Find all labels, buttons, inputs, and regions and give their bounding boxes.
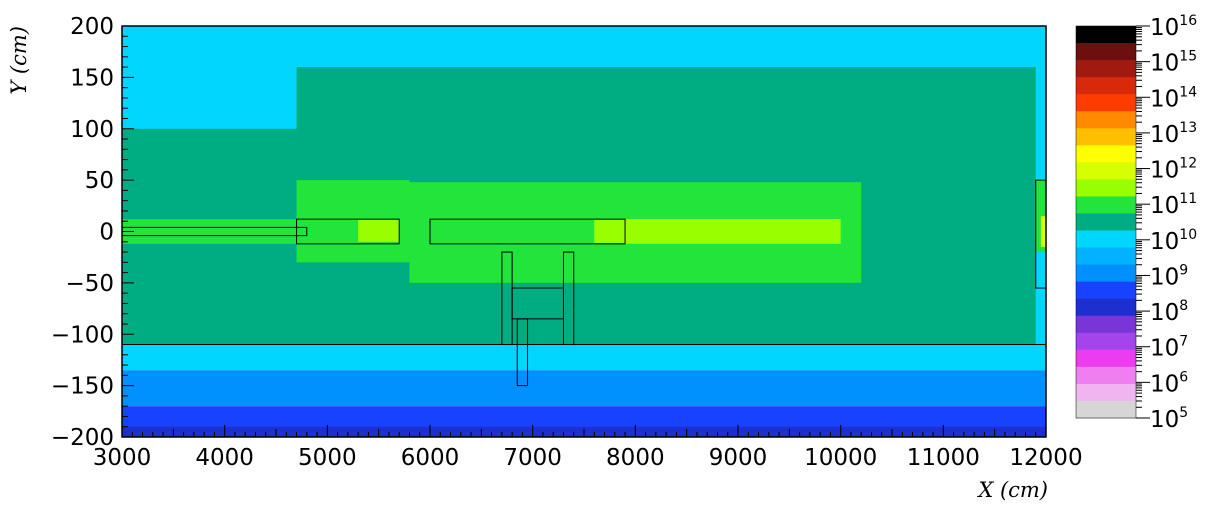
colorbar-label: 1010 — [1150, 227, 1197, 255]
x-tick-label: 10000 — [804, 445, 877, 471]
colorbar-label: 1012 — [1150, 156, 1197, 184]
colorbar-label: 109 — [1150, 262, 1188, 290]
colorbar-swatch — [1076, 264, 1136, 283]
region-hot-pipe — [594, 219, 841, 244]
y-tick-label: 200 — [70, 14, 114, 40]
x-axis-title: X (cm) — [976, 478, 1048, 502]
colorbar-label-exponent: 12 — [1179, 156, 1197, 172]
colorbar-swatch — [1076, 400, 1136, 419]
outline-decay-pipe — [429, 218, 626, 245]
colorbar-label: 1013 — [1150, 120, 1197, 148]
colorbar-swatch — [1076, 332, 1136, 351]
x-tick-label: 5000 — [298, 445, 357, 471]
colorbar-label-exponent: 8 — [1179, 298, 1188, 314]
x-tick-label: 7000 — [503, 445, 562, 471]
colorbar-swatch — [1076, 196, 1136, 214]
colorbar-swatch — [1076, 298, 1136, 317]
colorbar-label-exponent: 9 — [1179, 262, 1188, 278]
colorbar-label: 1015 — [1150, 49, 1197, 77]
x-tick-label: 8000 — [606, 445, 665, 471]
region-hot-target — [358, 219, 400, 242]
colorbar: 1016101510141013101210111010109108107106… — [1075, 13, 1197, 433]
y-tick-label: −50 — [65, 271, 114, 297]
colorbar-swatch — [1076, 315, 1136, 334]
y-axis: 200 150 100 50 0 −50 −100 −150 −200 — [51, 14, 134, 451]
outline-support-box — [511, 287, 564, 320]
colorbar-label-exponent: 15 — [1179, 49, 1197, 65]
colorbar-swatch — [1076, 213, 1136, 232]
colorbar-label-exponent: 14 — [1179, 84, 1197, 100]
region-soil-top — [122, 344, 1046, 371]
colorbar-swatch — [1076, 128, 1136, 146]
colorbar-swatch — [1076, 179, 1136, 197]
colorbar-label-exponent: 5 — [1179, 405, 1188, 421]
colorbar-label-exponent: 16 — [1179, 13, 1197, 29]
x-tick-label: 4000 — [195, 445, 254, 471]
y-tick-label: −150 — [51, 374, 114, 400]
x-tick-label: 6000 — [401, 445, 460, 471]
colorbar-swatch — [1076, 162, 1136, 180]
colorbar-label-exponent: 7 — [1179, 334, 1188, 350]
y-axis-title: Y (cm) — [7, 26, 31, 95]
colorbar-swatch — [1076, 111, 1136, 129]
colorbar-frame — [1075, 25, 1137, 419]
x-tick-label: 12000 — [1009, 445, 1082, 471]
colorbar-swatch — [1076, 383, 1136, 402]
y-tick-label: −200 — [51, 425, 114, 451]
outline-shaft — [516, 318, 529, 387]
colorbar-label: 105 — [1150, 405, 1188, 433]
y-tick-label: 100 — [70, 117, 114, 143]
colorbar-label-exponent: 6 — [1179, 369, 1188, 385]
x-tick-label: 3000 — [93, 445, 152, 471]
outline-target-hall — [296, 218, 400, 245]
colorbar-label: 1016 — [1150, 13, 1197, 41]
colorbar-label: 1011 — [1150, 191, 1197, 219]
region-core-left — [122, 219, 307, 244]
colorbar-swatch — [1076, 281, 1136, 300]
y-tick-label: 150 — [70, 65, 114, 91]
colorbar-swatch — [1076, 94, 1136, 112]
colorbar-swatch — [1076, 77, 1136, 95]
colorbar-label-exponent: 13 — [1179, 120, 1197, 136]
colorbar-swatch — [1076, 366, 1136, 385]
colorbar-swatch — [1076, 43, 1136, 61]
colorbar-label: 1014 — [1150, 84, 1197, 112]
y-tick-label: −100 — [51, 322, 114, 348]
colorbar-swatch — [1076, 230, 1136, 249]
x-axis: 3000 4000 5000 6000 7000 8000 9000 10000 11000 12… — [93, 425, 1083, 471]
colorbar-label: 108 — [1150, 298, 1188, 326]
x-tick-label: 9000 — [709, 445, 768, 471]
colorbar-label-exponent: 10 — [1179, 227, 1197, 243]
y-tick-label: 50 — [85, 168, 114, 194]
x-tick-label: 11000 — [907, 445, 980, 471]
y-tick-label: 0 — [99, 220, 114, 246]
colorbar-swatch — [1076, 247, 1136, 266]
region-soil-upper — [122, 370, 1046, 407]
colorbar-swatch — [1076, 26, 1136, 44]
colorbar-swatch — [1076, 145, 1136, 163]
geometry-outlines — [121, 179, 1047, 387]
heatmap-plot-area — [122, 26, 1046, 437]
colorbar-swatch — [1076, 349, 1136, 368]
colorbar-label-exponent: 11 — [1179, 191, 1197, 207]
colorbar-label: 107 — [1150, 334, 1188, 362]
region-hot-spot — [1040, 216, 1046, 247]
colorbar-swatch — [1076, 60, 1136, 78]
colorbar-label: 106 — [1150, 369, 1188, 397]
